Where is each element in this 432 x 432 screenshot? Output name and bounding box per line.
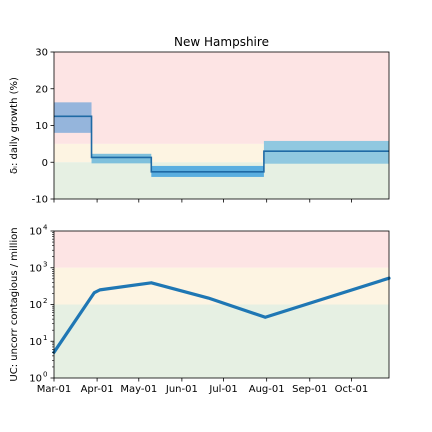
x-tick-label: Sep-01 bbox=[292, 384, 327, 395]
x-tick-label: Mar-01 bbox=[37, 384, 72, 395]
contagious-y-axis-label: UC: uncorr contagious / million bbox=[9, 227, 20, 381]
growth-y-axis-label: δᵢ: daily growth (%) bbox=[9, 77, 20, 174]
growth-zone-band-0 bbox=[54, 52, 389, 144]
x-tick-label: Jul-01 bbox=[208, 384, 237, 395]
contagious-y-tick-exponent: 3 bbox=[43, 260, 47, 268]
contagious-y-tick-label: 10 bbox=[29, 227, 42, 238]
growth-y-tick-label: 0 bbox=[42, 158, 48, 169]
contagious-y-tick-label: 10 bbox=[29, 300, 42, 311]
growth-step-line bbox=[54, 115, 389, 173]
chart-title: New Hampshire bbox=[174, 35, 269, 49]
growth-uncertainty-band-1 bbox=[91, 153, 152, 164]
contagious-y-tick-label: 10 bbox=[29, 337, 42, 348]
contagious-zone-band-2 bbox=[54, 304, 389, 378]
contagious-zone-band-0 bbox=[54, 231, 389, 268]
growth-panel: -10 0 10 20 30 New Hampshire δᵢ: daily growt… bbox=[9, 35, 390, 206]
contagious-y-tick-exponent: 2 bbox=[43, 297, 47, 305]
contagious-y-tick-label: 10 bbox=[29, 263, 42, 274]
x-tick-label: Jun-01 bbox=[165, 384, 198, 395]
growth-y-tick-label: 10 bbox=[35, 121, 48, 132]
contagious-y-tick-exponent: 1 bbox=[43, 334, 47, 342]
contagious-y-tick-exponent: 0 bbox=[43, 371, 47, 379]
growth-y-tick-label: 20 bbox=[35, 84, 48, 95]
growth-y-tick-label: 30 bbox=[35, 48, 48, 59]
contagious-zone-band-1 bbox=[54, 267, 389, 305]
growth-uncertainty-band-3 bbox=[263, 140, 389, 164]
x-tick-label: Oct-01 bbox=[335, 384, 369, 395]
contagious-line bbox=[52, 276, 391, 354]
x-tick-label: Apr-01 bbox=[81, 384, 114, 395]
x-tick-label: May-01 bbox=[120, 384, 157, 395]
growth-uncertainty-band-0 bbox=[54, 102, 92, 133]
growth-y-tick-label: -10 bbox=[32, 195, 48, 206]
contagious-y-tick-label: 10 bbox=[29, 374, 42, 385]
contagious-y-tick-exponent: 4 bbox=[43, 224, 48, 232]
x-tick-label: Aug-01 bbox=[249, 384, 285, 395]
